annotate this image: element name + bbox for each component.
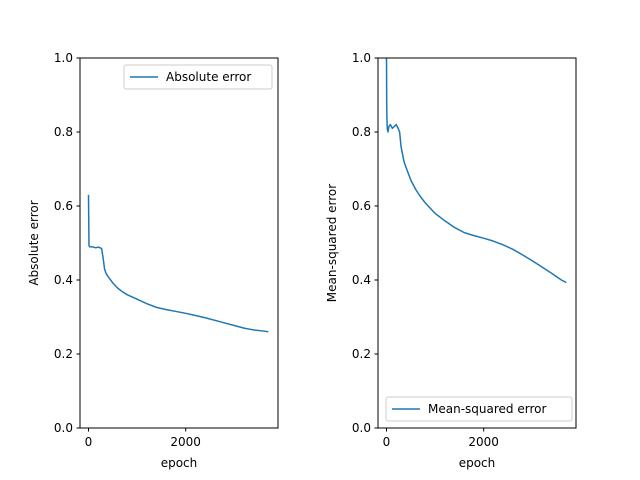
x-axis-label: epoch: [459, 456, 496, 470]
x-tick-label: 2000: [468, 435, 499, 449]
x-tick-label: 2000: [170, 435, 201, 449]
y-tick-label: 0.8: [352, 125, 371, 139]
left-plot-absolute-error: 0.0 0.2 0.4 0.6 0.8 1.0 0 2000 epoch Absolute err…: [27, 51, 279, 470]
x-axis-label: epoch: [161, 456, 198, 470]
series-line-0: [385, 58, 567, 284]
x-tick-label: 0: [85, 435, 93, 449]
axes-frame: [377, 57, 577, 429]
axes-frame: [79, 57, 279, 429]
y-tick-label: 0.0: [54, 421, 73, 435]
y-tick-label: 0.2: [54, 347, 73, 361]
y-tick-label: 0.8: [54, 125, 73, 139]
legend-box: [123, 64, 273, 90]
y-tick-label: 0.0: [352, 421, 371, 435]
legend-label: Mean-squared error: [428, 402, 546, 416]
legend-box: [385, 396, 573, 422]
legend-label: Absolute error: [166, 70, 251, 84]
y-axis-label: Absolute error: [27, 200, 41, 285]
x-tick-label: 0: [383, 435, 391, 449]
y-tick-label: 1.0: [352, 51, 371, 65]
series-line-0: [87, 194, 269, 333]
y-tick-label: 0.6: [352, 199, 371, 213]
y-tick-label: 0.6: [54, 199, 73, 213]
legend: Absolute error: [123, 64, 273, 90]
y-tick-label: 0.4: [54, 273, 73, 287]
y-tick-label: 1.0: [54, 51, 73, 65]
y-tick-label: 0.2: [352, 347, 371, 361]
y-tick-label: 0.4: [352, 273, 371, 287]
legend: Mean-squared error: [385, 396, 573, 422]
right-plot-mean-squared-error: 0.0 0.2 0.4 0.6 0.8 1.0 0 2000 epoch Mean-squared…: [325, 51, 577, 470]
y-axis-label: Mean-squared error: [325, 184, 339, 302]
